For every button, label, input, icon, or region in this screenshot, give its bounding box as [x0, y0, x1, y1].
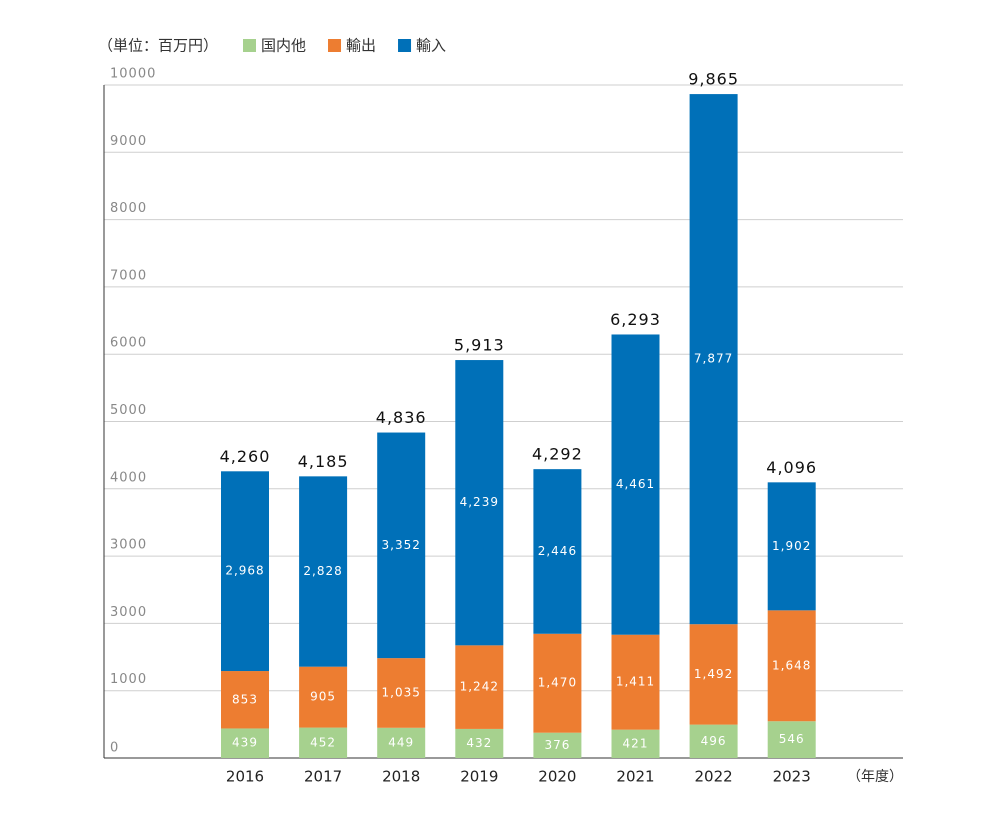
value-label: 421: [623, 736, 649, 750]
value-label: 1,411: [616, 675, 655, 689]
total-label: 9,865: [688, 70, 739, 89]
bar-segment: [221, 671, 269, 729]
bar-segment: [689, 724, 738, 758]
bar-segment: [299, 727, 348, 758]
legend-swatch: [328, 39, 342, 52]
legend-swatch: [398, 39, 412, 52]
x-tick-label: 2017: [304, 768, 342, 786]
legend-label: 輸入: [416, 37, 446, 55]
bar-segment: [377, 727, 426, 758]
total-label: 5,913: [454, 336, 505, 355]
value-label: 496: [701, 734, 727, 748]
bar-segment: [299, 476, 348, 667]
value-label: 2,968: [225, 564, 264, 578]
legend-label: 国内他: [261, 37, 306, 55]
bar-segment: [689, 94, 738, 625]
value-label: 853: [232, 692, 258, 706]
x-tick-label: 2023: [773, 768, 811, 786]
bar-segment: [767, 721, 816, 758]
y-tick-label: 3000: [110, 605, 147, 620]
legend-swatch: [243, 39, 256, 52]
y-tick-label: 8000: [110, 201, 147, 216]
y-tick-label: 7000: [110, 268, 147, 283]
value-label: 1,035: [382, 685, 421, 699]
value-label: 4,461: [616, 477, 655, 491]
y-tick-label: 6000: [110, 336, 147, 351]
bar-segment: [767, 482, 816, 611]
y-tick-label: 1000: [110, 672, 147, 687]
value-label: 1,242: [460, 680, 499, 694]
bar-segment: [533, 633, 582, 733]
bar-segment: [377, 432, 426, 659]
total-label: 4,260: [220, 447, 271, 466]
value-label: 1,902: [772, 539, 811, 553]
value-label: 449: [388, 735, 414, 749]
x-tick-label: 2018: [382, 768, 420, 786]
value-label: 2,828: [303, 564, 342, 578]
y-tick-label: 5000: [110, 403, 147, 418]
bar-segment: [221, 471, 269, 672]
total-label: 4,292: [532, 445, 583, 464]
bar-segment: [455, 360, 504, 646]
value-label: 7,877: [694, 352, 733, 366]
bar-segment: [689, 624, 738, 725]
bar-segment: [221, 728, 269, 758]
bar-segment: [299, 666, 348, 728]
bar-segment: [767, 610, 816, 722]
x-tick-label: 2021: [616, 768, 654, 786]
x-tick-label: 2019: [460, 768, 498, 786]
value-label: 3,352: [382, 538, 421, 552]
value-label: 546: [779, 732, 805, 746]
bar-segment: [611, 634, 660, 730]
bar-segment: [377, 658, 426, 728]
value-label: 905: [310, 690, 336, 704]
bar-segment: [533, 732, 582, 758]
value-label: 2,446: [538, 544, 577, 558]
value-label: 432: [466, 736, 492, 750]
value-label: 1,648: [772, 658, 811, 672]
bar-segment: [611, 729, 660, 758]
total-label: 6,293: [610, 310, 661, 329]
bar-segment: [455, 645, 504, 729]
y-tick-label: 3000: [110, 538, 147, 553]
y-tick-label: 9000: [110, 134, 147, 149]
bar-segment: [455, 728, 504, 758]
x-tick-label: 2016: [226, 768, 264, 786]
value-label: 376: [544, 738, 570, 752]
x-tick-label: 2020: [538, 768, 576, 786]
x-tick-label: 2022: [695, 768, 733, 786]
bar-segment: [611, 334, 660, 635]
x-unit-label: （年度）: [847, 769, 903, 785]
y-tick-label: 0: [110, 741, 119, 756]
total-label: 4,185: [298, 452, 349, 471]
value-label: 1,492: [694, 667, 733, 681]
bar-segment: [533, 469, 582, 634]
y-tick-label: 4000: [110, 470, 147, 485]
value-label: 452: [310, 735, 336, 749]
y-tick-label: 10000: [110, 67, 156, 82]
value-label: 1,470: [538, 676, 577, 690]
value-label: 4,239: [460, 495, 499, 509]
total-label: 4,096: [766, 458, 817, 477]
total-label: 4,836: [376, 408, 427, 427]
value-label: 439: [232, 736, 258, 750]
unit-label: （単位：百万円）: [98, 37, 218, 55]
legend-label: 輸出: [346, 37, 376, 55]
